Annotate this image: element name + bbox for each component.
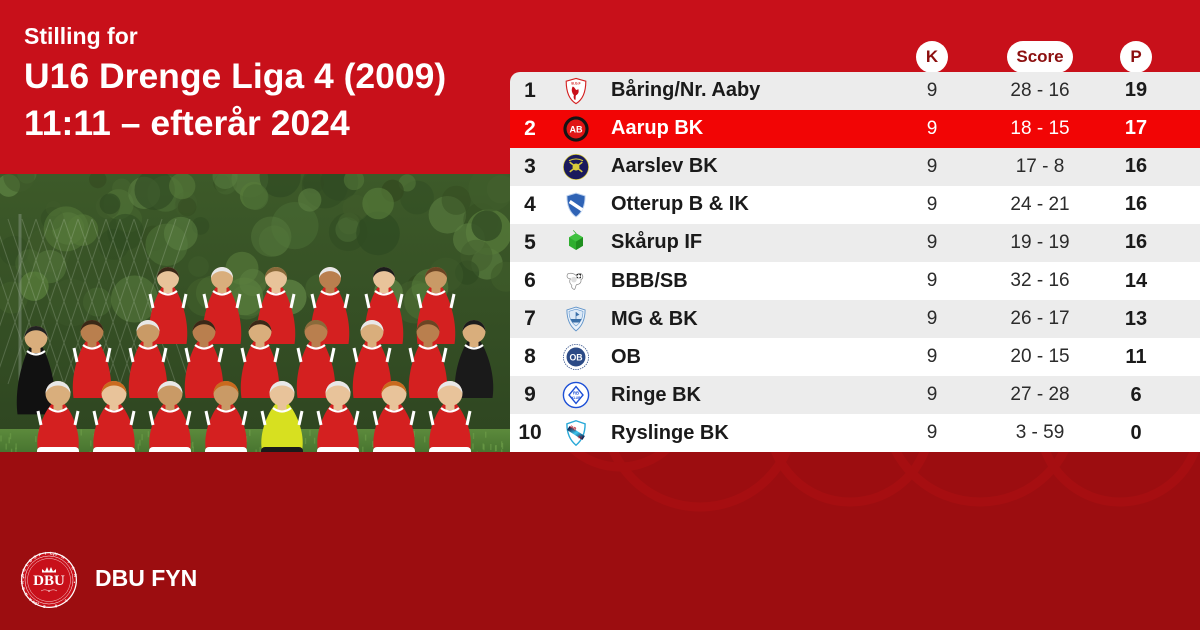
svg-text:AB: AB	[569, 124, 583, 134]
svg-text:KLUB: KLUB	[572, 397, 581, 401]
svg-text:K: K	[19, 581, 24, 584]
svg-text:N: N	[73, 573, 78, 577]
svg-text:B.G.F: B.G.F	[571, 81, 581, 85]
svg-text:OB: OB	[569, 353, 582, 363]
svg-text:RB: RB	[573, 391, 579, 396]
svg-text:DBU: DBU	[33, 573, 65, 589]
